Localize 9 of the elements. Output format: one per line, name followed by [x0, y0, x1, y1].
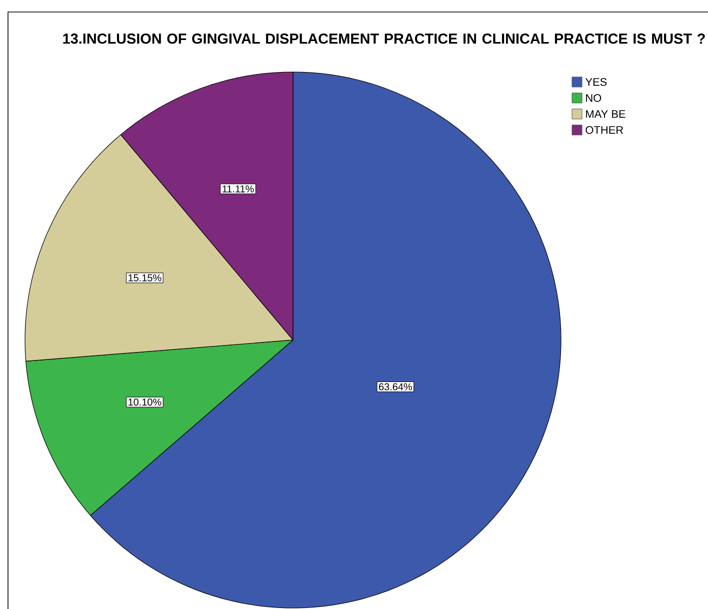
legend-label: OTHER	[586, 126, 624, 134]
legend-label: NO	[586, 94, 602, 102]
data-label: 63.64%	[379, 383, 412, 390]
chart-title: 13.INCLUSION OF GINGIVAL DISPLACEMENT PRACTICE IN CLINICAL PRACTICE IS MUST ?	[63, 34, 705, 44]
data-label: 15.15%	[128, 274, 162, 282]
data-label: 10.10%	[128, 398, 162, 406]
data-label: 11.11%	[222, 185, 254, 192]
legend-label: MAY BE	[586, 110, 626, 118]
legend-label: YES	[585, 78, 607, 86]
